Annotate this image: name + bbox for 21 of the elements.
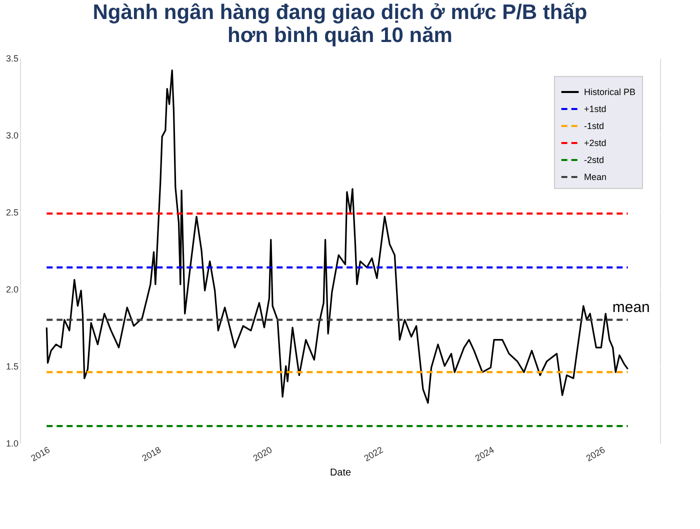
annotation: mean [612, 298, 650, 316]
x-tick-label: 2026 [584, 444, 607, 464]
legend-label: +1std [584, 104, 606, 114]
legend-label: +2std [584, 138, 606, 148]
chart-title: Ngành ngân hàng đang giao dịch ở mức P/B thấp hơn bình quân 10 năm [92, 1, 588, 47]
x-tick-label: 2016 [29, 444, 52, 464]
x-tick-label: 2024 [473, 444, 496, 464]
y-tick-label: 3.5 [6, 54, 18, 64]
legend-label: -2std [584, 155, 604, 165]
x-tick-label: 2020 [251, 444, 274, 464]
y-tick-label: 3.0 [6, 130, 18, 140]
x-axis-title: Date [330, 467, 352, 478]
y-tick-label: 1.5 [6, 362, 18, 372]
x-tick-label: 2022 [362, 444, 385, 464]
legend-label: Mean [584, 172, 607, 182]
x-tick-label: 2018 [140, 444, 163, 464]
y-tick-label: 2.0 [6, 284, 18, 294]
y-tick-label: 1.0 [6, 438, 18, 448]
legend-label: -1std [584, 121, 604, 131]
y-tick-label: 2.5 [6, 208, 18, 218]
legend-label: Historical PB [584, 87, 636, 97]
